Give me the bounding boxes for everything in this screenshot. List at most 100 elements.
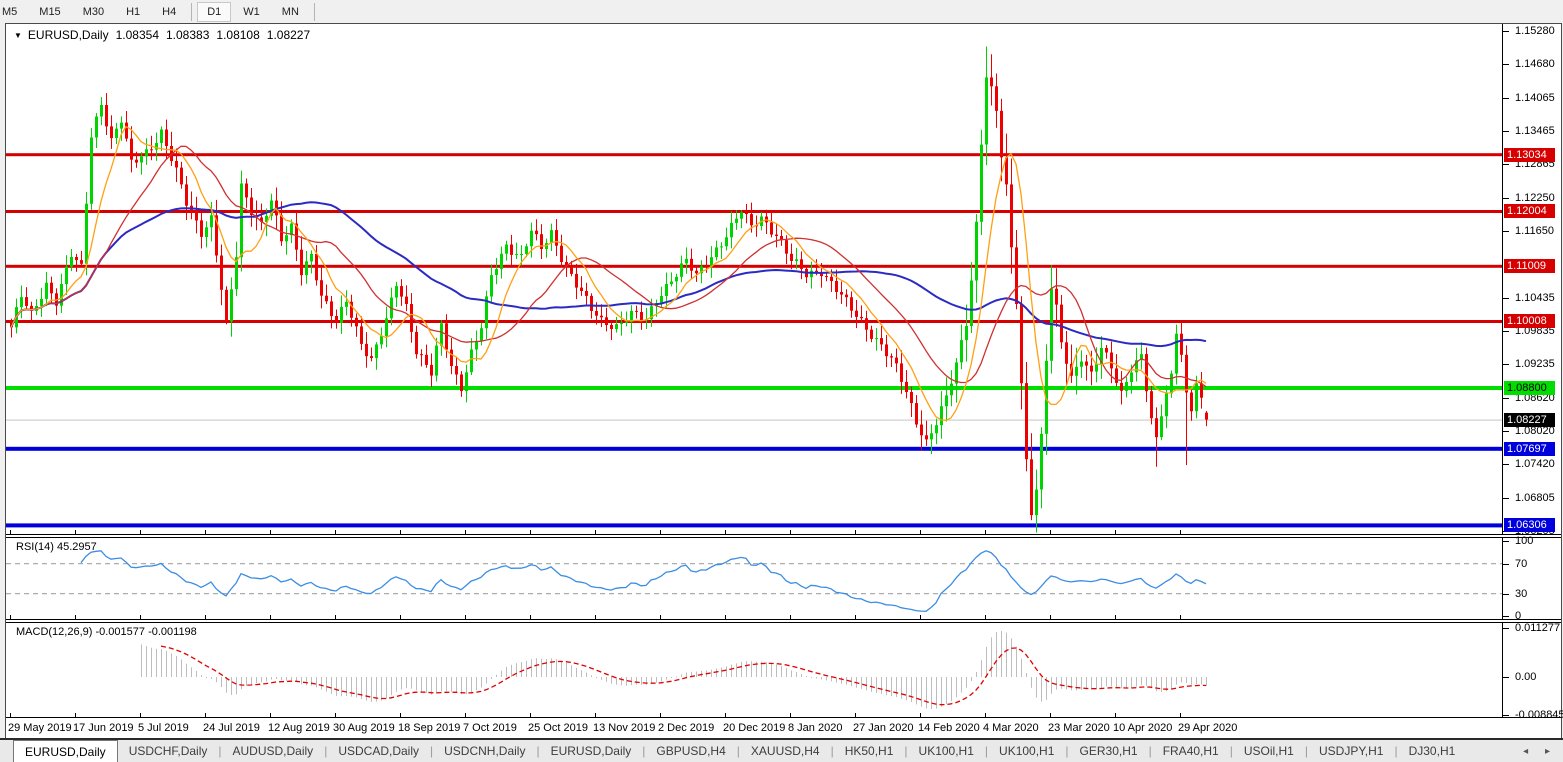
axis-tick-label: 1.11650 — [1515, 225, 1554, 237]
main-chart-plot[interactable]: ▼ EURUSD,Daily 1.08354 1.08383 1.08108 1.0822… — [6, 24, 1502, 534]
date-label: 14 Feb 2020 — [918, 722, 980, 734]
horizontal-line-1.10008 — [6, 320, 1502, 323]
date-label: 25 Oct 2019 — [528, 722, 588, 734]
time-axis[interactable]: 29 May 2019 17 Jun 2019 5 Jul 2019 24 Jul 2… — [6, 717, 1561, 738]
date-label: 13 Nov 2019 — [593, 722, 656, 734]
tab-divider: | — [324, 744, 328, 758]
toolbar-separator — [313, 2, 315, 21]
macd-panel[interactable]: MACD(12,26,9) -0.001577 -0.001198 — [6, 623, 1502, 717]
axis-tick — [1503, 98, 1509, 99]
horizontal-line-1.06306 — [6, 523, 1502, 528]
macd-label: MACD(12,26,9) -0.001577 -0.001198 — [16, 626, 197, 638]
chart-tab-GBPUSD-H4[interactable]: GBPUSD,H4 — [656, 744, 726, 758]
ma-mid-line — [10, 145, 1207, 388]
chart-tab-EURUSD-Daily[interactable]: EURUSD,Daily — [550, 744, 632, 758]
chart-tab-EURUSD-Daily[interactable]: EURUSD,Daily — [13, 740, 118, 762]
tab-divider: | — [642, 744, 646, 758]
axis-tick-label: 1.08020 — [1515, 425, 1555, 437]
date-label: 17 Jun 2019 — [73, 722, 134, 734]
quote-close: 1.08227 — [266, 28, 311, 42]
date-label: 24 Jul 2019 — [203, 722, 260, 734]
date-label: 29 May 2019 — [8, 722, 72, 734]
chart-tab-GER30-H1[interactable]: GER30,H1 — [1079, 744, 1138, 758]
period-button-H1[interactable]: H1 — [126, 5, 141, 18]
chart-tab-USDJPY-H1[interactable]: USDJPY,H1 — [1318, 744, 1384, 758]
chart-tab-XAUUSD-H4[interactable]: XAUUSD,H4 — [750, 744, 820, 758]
chart-tab-FRA40-H1[interactable]: FRA40,H1 — [1162, 744, 1219, 758]
chart-window: ▼ EURUSD,Daily 1.08354 1.08383 1.08108 1.0822… — [5, 23, 1563, 738]
axis-tick-label: 1.06805 — [1515, 492, 1555, 504]
date-label: 10 Apr 2020 — [1113, 722, 1173, 734]
toolbar-separator — [191, 2, 193, 21]
chart-tab-USDCAD-Daily[interactable]: USDCAD,Daily — [338, 744, 419, 758]
chart-tab-USDCHF-Daily[interactable]: USDCHF,Daily — [128, 744, 208, 758]
quote-open: 1.08354 — [115, 28, 159, 42]
quote-low: 1.08108 — [216, 28, 260, 42]
tab-divider: | — [1304, 744, 1308, 758]
period-button-M15[interactable]: M15 — [39, 5, 61, 18]
timeframe-toolbar: M5 M15 M30 H1 H4 D1 W1 MN — [0, 0, 1563, 23]
rsi-axis[interactable]: 100 70 30 0 — [1502, 535, 1561, 622]
period-button-M30[interactable]: M30 — [82, 5, 105, 18]
chart-tab-AUDUSD-Daily[interactable]: AUDUSD,Daily — [232, 744, 314, 758]
axis-tick — [1503, 431, 1509, 432]
period-button-W1[interactable]: W1 — [243, 5, 260, 18]
axis-tick — [1503, 231, 1509, 232]
period-button-MN[interactable]: MN — [281, 5, 299, 18]
axis-tick-label: 0.011277 — [1515, 622, 1561, 634]
date-label: 29 Apr 2020 — [1178, 722, 1238, 734]
tab-divider: | — [1065, 744, 1069, 758]
axis-tick — [1503, 628, 1509, 629]
panel-splitter[interactable] — [6, 619, 1561, 623]
date-label: 12 Aug 2019 — [268, 722, 330, 734]
panel-splitter[interactable] — [6, 534, 1561, 538]
period-button-H4[interactable]: H4 — [162, 5, 177, 18]
horizontal-line-1.13034 — [6, 153, 1502, 157]
candlestick-canvas[interactable] — [6, 24, 1502, 534]
tab-scroll-arrows[interactable]: ◂ ▸ — [1523, 745, 1557, 757]
axis-tick — [1503, 331, 1509, 332]
chart-tab-UK100-H1[interactable]: UK100,H1 — [918, 744, 974, 758]
price-line-label-1.10008: 1.10008 — [1504, 314, 1555, 329]
chart-menu-icon[interactable]: ▼ — [14, 31, 22, 40]
axis-tick — [1503, 198, 1509, 199]
tab-divider: | — [1148, 744, 1152, 758]
quote-high: 1.08383 — [166, 28, 210, 42]
date-label: 8 Jan 2020 — [788, 722, 843, 734]
chart-tab-USDCNH-Daily[interactable]: USDCNH,Daily — [444, 744, 526, 758]
axis-tick — [1503, 398, 1509, 399]
chart-symbol-label: EURUSD,Daily — [27, 28, 109, 42]
chart-tab-USOil-H1[interactable]: USOil,H1 — [1243, 744, 1294, 758]
date-label: 23 Mar 2020 — [1048, 722, 1110, 734]
axis-tick — [1503, 564, 1509, 565]
tab-divider: | — [1229, 744, 1233, 758]
date-label: 7 Oct 2019 — [463, 722, 517, 734]
axis-tick — [1503, 498, 1509, 499]
tab-divider: | — [904, 744, 908, 758]
axis-tick-label: 1.15280 — [1515, 25, 1555, 37]
axis-tick-label: 1.14680 — [1515, 58, 1555, 70]
macd-axis[interactable]: 0.011277 0.00 -0.008845 — [1502, 622, 1563, 721]
chart-tab-DJ30-H1[interactable]: DJ30,H1 — [1408, 744, 1456, 758]
price-line-label-1.13034: 1.13034 — [1504, 147, 1555, 162]
tab-divider: | — [830, 744, 834, 758]
date-label: 4 Mar 2020 — [983, 722, 1039, 734]
period-button-M5[interactable]: M5 — [2, 5, 18, 18]
tab-divider: | — [1394, 744, 1398, 758]
ma-fast-line — [10, 125, 1207, 421]
price-axis[interactable]: 1.15280 1.14680 1.14065 1.13465 1.12865 1.122… — [1502, 24, 1561, 537]
period-button-D1[interactable]: D1 — [197, 1, 232, 22]
rsi-panel[interactable]: RSI(14) 45.2957 — [6, 538, 1502, 619]
tab-divider: | — [218, 744, 222, 758]
chart-tab-HK50-H1[interactable]: HK50,H1 — [844, 744, 894, 758]
axis-tick — [1503, 594, 1509, 595]
axis-tick-label: 1.07420 — [1515, 458, 1555, 470]
chart-tab-UK100-H1[interactable]: UK100,H1 — [999, 744, 1055, 758]
axis-tick — [1503, 677, 1509, 678]
axis-tick — [1503, 64, 1509, 65]
rsi-canvas[interactable] — [6, 538, 1502, 619]
macd-canvas[interactable] — [6, 623, 1502, 717]
axis-tick-label: 1.10435 — [1515, 292, 1555, 304]
axis-tick — [1503, 164, 1509, 165]
